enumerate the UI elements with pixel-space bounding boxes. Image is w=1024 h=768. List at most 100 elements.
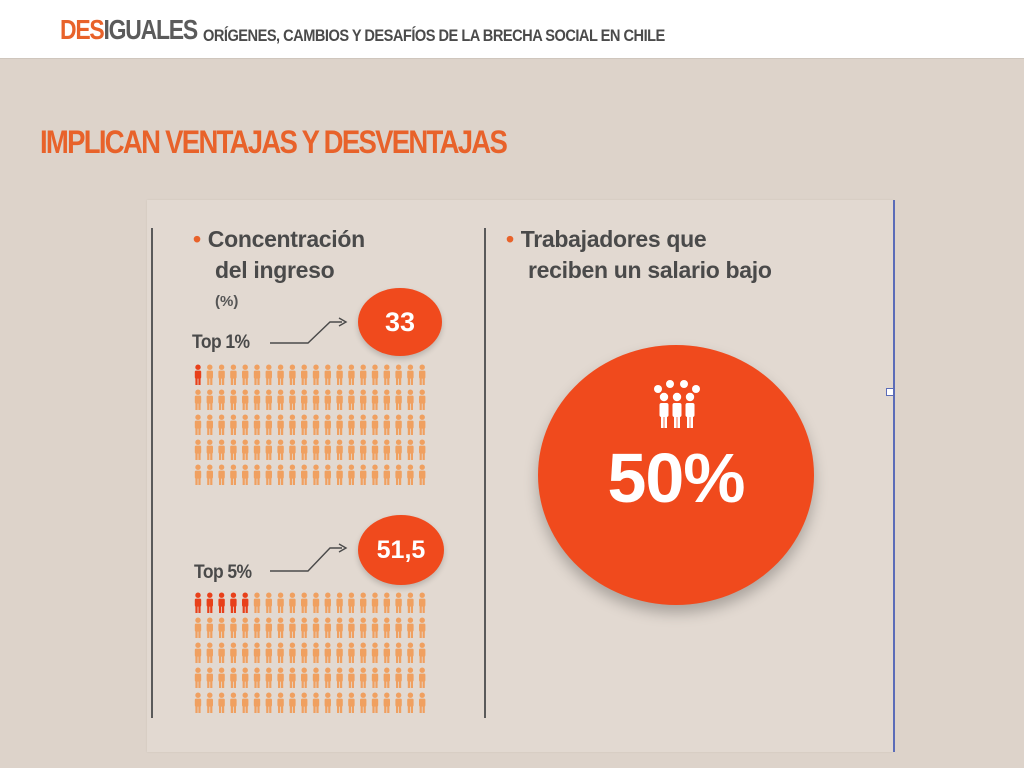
bullet-icon: • — [506, 226, 514, 252]
person-icon — [265, 642, 272, 663]
person-icon — [324, 642, 331, 663]
person-icon — [336, 439, 343, 460]
arrow-connector-icon — [270, 317, 348, 344]
person-icon — [230, 439, 237, 460]
person-icon — [419, 692, 426, 713]
person-icon — [301, 464, 308, 485]
person-icon — [206, 364, 213, 385]
person-icon — [360, 592, 367, 613]
person-icon — [312, 642, 320, 663]
person-icon — [265, 592, 272, 613]
person-icon — [218, 414, 225, 435]
person-icon — [312, 414, 320, 435]
person-icon — [395, 617, 402, 638]
person-icon — [419, 364, 426, 385]
top5-label: Top 5% — [194, 562, 252, 583]
person-icon — [395, 389, 402, 410]
person-icon — [312, 389, 320, 410]
person-icon — [277, 642, 284, 663]
person-icon — [301, 667, 308, 688]
person-icon — [419, 439, 426, 460]
person-icon — [371, 439, 379, 460]
bullet-icon: • — [193, 226, 201, 252]
person-icon — [277, 389, 284, 410]
person-icon — [407, 439, 414, 460]
person-icon — [194, 642, 202, 663]
left-heading-line1: Concentración — [207, 226, 365, 252]
person-icon — [395, 439, 402, 460]
person-icon — [312, 617, 320, 638]
person-icon — [407, 692, 414, 713]
person-icon — [336, 389, 343, 410]
person-icon — [419, 389, 426, 410]
person-icon — [419, 642, 426, 663]
person-icon — [383, 364, 390, 385]
person-icon — [230, 617, 237, 638]
person-icon — [407, 414, 414, 435]
person-icon — [277, 667, 284, 688]
person-icon — [383, 692, 390, 713]
person-icon — [407, 617, 414, 638]
person-icon — [395, 692, 402, 713]
person-icon — [253, 692, 261, 713]
person-icon — [371, 617, 379, 638]
person-icon — [289, 389, 296, 410]
person-icon — [301, 439, 308, 460]
person-icon — [360, 692, 367, 713]
person-icon — [253, 464, 261, 485]
top5-value: 51,5 — [376, 535, 426, 564]
person-icon — [230, 642, 237, 663]
person-icon — [206, 692, 213, 713]
brand-part1: DES — [60, 14, 105, 45]
person-icon — [194, 364, 202, 385]
person-icon — [383, 439, 390, 460]
person-icon — [218, 364, 225, 385]
person-icon — [360, 439, 367, 460]
person-icon — [312, 439, 320, 460]
person-icon — [419, 464, 426, 485]
person-icon — [218, 617, 225, 638]
person-icon — [395, 464, 402, 485]
person-icon — [336, 642, 343, 663]
person-icon — [230, 592, 237, 613]
people-group-icon — [654, 380, 700, 428]
person-icon — [336, 692, 343, 713]
resize-handle[interactable] — [886, 388, 894, 396]
left-heading-line2: del ingreso — [215, 257, 335, 283]
person-icon — [407, 364, 414, 385]
person-icon — [301, 364, 308, 385]
person-icon — [360, 389, 367, 410]
person-icon — [253, 414, 261, 435]
person-icon — [348, 667, 355, 688]
person-icon — [324, 414, 331, 435]
person-icon — [348, 414, 355, 435]
person-icon — [371, 414, 379, 435]
divider-left — [151, 228, 153, 718]
person-icon — [360, 617, 367, 638]
person-icon — [324, 692, 331, 713]
person-icon — [242, 617, 249, 638]
person-icon — [301, 642, 308, 663]
person-icon — [407, 667, 414, 688]
person-icon — [407, 642, 414, 663]
person-icon — [277, 439, 284, 460]
brand-part2: IGUALES — [103, 14, 199, 45]
person-icon — [395, 414, 402, 435]
person-icon — [289, 667, 296, 688]
person-icon — [218, 592, 225, 613]
person-icon — [312, 364, 320, 385]
person-icon — [265, 464, 272, 485]
person-icon — [230, 692, 237, 713]
person-icon — [230, 364, 237, 385]
person-icon — [289, 439, 296, 460]
big-value-circle — [538, 345, 814, 605]
person-icon — [253, 617, 261, 638]
person-icon — [395, 592, 402, 613]
top5-value-circle: 51,5 — [358, 515, 444, 585]
person-icon — [336, 617, 343, 638]
person-icon — [301, 389, 308, 410]
person-icon — [253, 389, 261, 410]
person-icon — [371, 464, 379, 485]
person-icon — [242, 439, 249, 460]
header-bar: DESIGUALES ORÍGENES, CAMBIOS Y DESAFÍOS … — [0, 0, 1024, 59]
